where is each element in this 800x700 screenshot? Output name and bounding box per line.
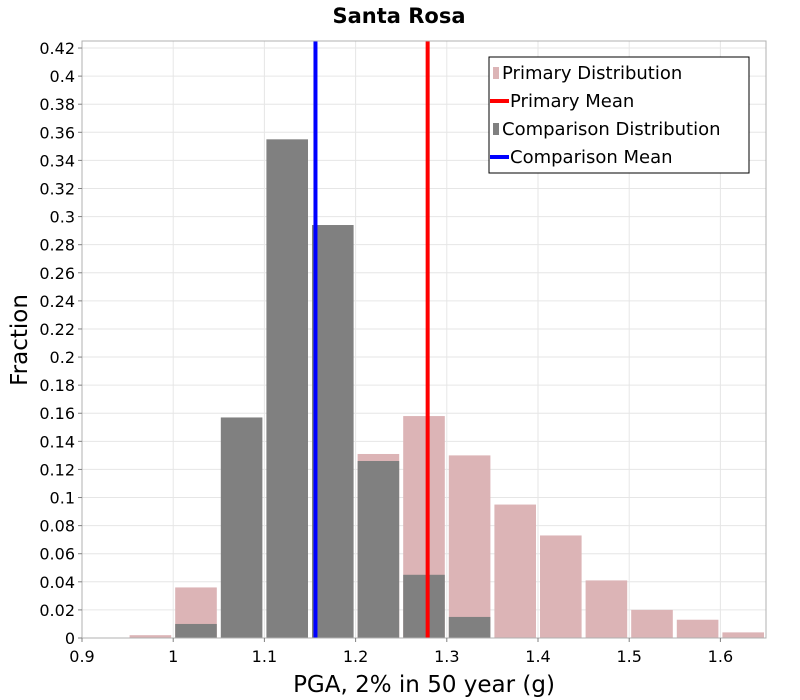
x-tick-label: 1.3 (434, 647, 459, 666)
y-tick-label: 0.24 (39, 292, 75, 311)
histogram-bar (585, 580, 628, 638)
x-tick-label: 1.2 (343, 647, 368, 666)
legend-box (488, 56, 750, 174)
histogram-bar (722, 632, 764, 638)
legend: Primary Distribution Primary Mean Comparis… (488, 56, 750, 174)
y-tick-label: 0.12 (39, 460, 75, 479)
y-tick-label: 0.14 (39, 432, 75, 451)
x-tick-label: 1.1 (252, 647, 277, 666)
y-tick-label: 0.1 (50, 489, 75, 508)
y-tick-label: 0.36 (39, 123, 75, 142)
histogram-bar (357, 461, 400, 638)
legend-swatch (493, 67, 499, 79)
mean-lines (313, 41, 430, 638)
legend-label: Comparison Distribution (502, 119, 721, 140)
y-tick-label: 0.3 (50, 208, 75, 227)
y-tick-label: 0.04 (39, 573, 75, 592)
bars (129, 139, 764, 638)
legend-label: Comparison Mean (510, 147, 673, 168)
x-tick-label: 1.5 (616, 647, 641, 666)
x-tick-label: 1.6 (708, 647, 733, 666)
legend-swatch (493, 123, 499, 135)
y-tick-label: 0.2 (50, 348, 75, 367)
histogram-bar (129, 635, 172, 638)
y-tick-label: 0.26 (39, 264, 75, 283)
histogram-bar (403, 574, 445, 638)
x-axis-ticks: 0.9 1 1.1 1.2 1.3 1.4 1.5 1.6 (69, 638, 733, 666)
y-tick-label: 0.16 (39, 404, 75, 423)
histogram-bar (220, 417, 263, 638)
x-tick-label: 0.9 (69, 647, 94, 666)
y-axis-ticks: 0 0.02 0.04 0.06 0.08 0.1 0.12 0.14 0.16 0.18 0.2 0… (39, 39, 82, 648)
chart-title: Santa Rosa (332, 4, 465, 28)
y-tick-label: 0.08 (39, 517, 75, 536)
y-tick-label: 0.22 (39, 320, 75, 339)
y-tick-label: 0.42 (39, 39, 75, 58)
y-tick-label: 0.18 (39, 376, 75, 395)
histogram-bar (631, 609, 673, 638)
legend-label: Primary Mean (510, 91, 634, 112)
legend-label: Primary Distribution (502, 63, 682, 84)
plot-area-border (81, 40, 767, 639)
y-tick-label: 0.4 (50, 67, 75, 86)
x-tick-label: 1.4 (525, 647, 550, 666)
y-tick-label: 0.28 (39, 236, 75, 255)
y-axis-label: Fraction (7, 294, 33, 386)
y-tick-label: 0.32 (39, 179, 75, 198)
histogram-bar (448, 616, 491, 638)
y-tick-label: 0.02 (39, 601, 75, 620)
histogram-bar (540, 535, 582, 638)
x-axis-label: PGA, 2% in 50 year (g) (293, 672, 555, 698)
y-tick-label: 0.06 (39, 545, 75, 564)
histogram-bar (448, 455, 491, 638)
histogram-bar (175, 623, 217, 638)
histogram-bar (266, 139, 308, 638)
x-tick-label: 1 (168, 647, 178, 666)
histogram-bar (312, 225, 354, 638)
histogram-bar (676, 619, 719, 638)
grid-lines (82, 41, 766, 638)
histogram-bar (494, 504, 536, 638)
y-tick-label: 0.34 (39, 151, 75, 170)
y-tick-label: 0 (65, 629, 75, 648)
y-tick-label: 0.38 (39, 95, 75, 114)
